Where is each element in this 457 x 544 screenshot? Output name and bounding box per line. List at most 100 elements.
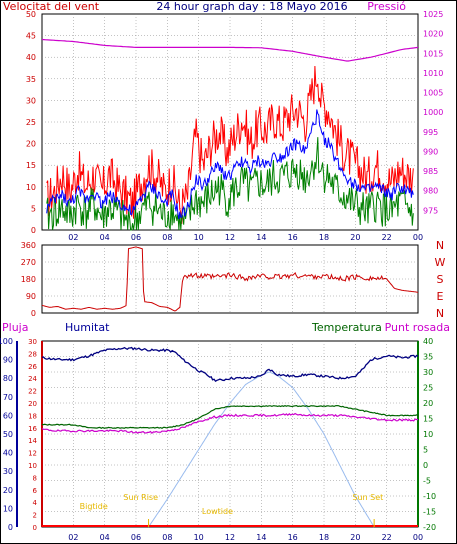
rain-y-tick-label: 28 (28, 350, 37, 358)
rain-y-tick-label: 8 (33, 474, 37, 482)
direction-y-tick-label: 90 (26, 292, 36, 301)
graph-title: 24 hour graph day : 18 Mayo 2016 (156, 0, 347, 13)
pressure-y-tick-label: 1025 (423, 10, 443, 19)
rain-label: Pluja (2, 321, 28, 334)
x-tick-label-top: 02 (68, 233, 78, 242)
pressure-y-tick-label: 995 (423, 128, 438, 137)
temperature-y-tick-label: 35 (423, 353, 433, 362)
humidity-y-tick-label: 40 (3, 449, 13, 458)
x-tick-label-top: 06 (131, 233, 141, 242)
rain-y-tick-label: 16 (28, 425, 37, 433)
rain-y-tick-label: 22 (28, 388, 37, 396)
compass-label: N (436, 239, 444, 252)
pressure-y-tick-label: 1015 (423, 49, 443, 58)
temperature-y-tick-label: 10 (423, 430, 433, 439)
dewpoint-label: Punt rosada (385, 321, 450, 334)
humidity-y-tick-label: 90 (3, 356, 13, 365)
x-tick-label-bottom: 08 (162, 533, 172, 542)
temperature-y-tick-label: -15 (423, 508, 436, 517)
x-tick-label-bottom: 00 (413, 533, 423, 542)
temperature-y-tick-label: -10 (423, 492, 436, 501)
wind-y-tick-label: 35 (26, 75, 36, 84)
compass-label: S (437, 273, 444, 286)
temperature-y-tick-label: 40 (423, 337, 433, 346)
rain-y-tick-label: 18 (28, 412, 37, 420)
x-tick-label-bottom: 22 (382, 533, 392, 542)
x-tick-label-top: 10 (194, 233, 204, 242)
x-tick-label-bottom: 12 (225, 533, 235, 542)
wind-direction-line (41, 246, 419, 312)
pressure-y-tick-label: 1005 (423, 89, 443, 98)
x-tick-label-bottom: 20 (350, 533, 360, 542)
humidity-y-tick-label: 60 (3, 411, 13, 420)
pressure-y-tick-label: 980 (423, 187, 438, 196)
pressure-y-tick-label: 975 (423, 206, 438, 215)
wind-y-tick-label: 10 (26, 183, 36, 192)
wind-y-tick-label: 25 (26, 118, 36, 127)
direction-y-tick-label: 360 (21, 241, 36, 250)
humidity-y-tick-label: 50 (3, 430, 13, 439)
temperature-y-tick-label: -20 (423, 523, 436, 532)
temperature-y-tick-label: 25 (423, 384, 433, 393)
x-tick-label-bottom: 02 (68, 533, 78, 542)
humidity-label: Humitat (65, 321, 110, 334)
direction-y-tick-label: 180 (21, 275, 36, 284)
pressure-y-tick-label: 990 (423, 147, 438, 156)
wind-y-tick-label: 15 (26, 161, 36, 170)
wind-speed-label: Velocitat del vent (3, 0, 100, 13)
rain-y-tick-label: 10 (28, 462, 37, 470)
humidity-y-tick-label: 30 (3, 467, 13, 476)
rain-y-tick-label: 2 (33, 512, 37, 520)
wind-y-tick-label: 45 (26, 32, 36, 41)
wind-y-tick-label: 50 (26, 10, 36, 19)
temperature-y-tick-label: 30 (423, 368, 433, 377)
compass-label: N (436, 307, 444, 320)
x-tick-label-top: 04 (100, 233, 110, 242)
x-tick-label-bottom: 04 (100, 533, 110, 542)
rain-y-tick-label: 20 (28, 400, 37, 408)
dewpoint-line (41, 412, 419, 435)
wind-y-tick-label: 30 (26, 96, 36, 105)
pressure-line (41, 38, 419, 62)
x-tick-label-bottom: 16 (288, 533, 298, 542)
x-tick-label-bottom: 10 (194, 533, 204, 542)
rain-y-tick-label: 4 (33, 499, 38, 507)
wind-y-tick-label: 40 (26, 53, 36, 62)
rain-y-tick-label: 26 (28, 363, 37, 371)
x-tick-label-top: 00 (413, 233, 423, 242)
temperature-y-tick-label: 15 (423, 415, 433, 424)
wind-y-tick-label: 0 (31, 226, 36, 235)
direction-y-tick-label: 0 (31, 309, 36, 318)
humidity-y-tick-label: 100 (0, 337, 13, 346)
rain-y-tick-label: 0 (33, 524, 37, 532)
pressure-y-tick-label: 1020 (423, 30, 443, 39)
x-tick-label-bottom: 14 (256, 533, 266, 542)
lowtide-label: Lowtide (202, 507, 233, 516)
x-tick-label-top: 18 (319, 233, 329, 242)
rain-y-tick-label: 24 (28, 375, 37, 383)
sunset-label: Sun Set (352, 493, 383, 502)
pressure-y-tick-label: 1010 (423, 69, 443, 78)
compass-label: W (435, 256, 446, 269)
pressure-y-tick-label: 985 (423, 167, 438, 176)
temperature-y-tick-label: 20 (423, 399, 433, 408)
rain-y-tick-label: 6 (33, 487, 38, 495)
rain-y-tick-label: 30 (28, 338, 37, 346)
humidity-y-tick-label: 0 (8, 523, 13, 532)
temperature-y-tick-label: 0 (423, 461, 428, 470)
x-tick-label-top: 08 (162, 233, 172, 242)
bigtide-label: Bigtide (80, 502, 108, 511)
sunrise-label: Sun Rise (123, 493, 158, 502)
temperature-y-tick-label: -5 (423, 477, 431, 486)
x-tick-label-bottom: 06 (131, 533, 141, 542)
rain-y-tick-label: 14 (28, 437, 37, 445)
wind-gust-line (46, 65, 414, 224)
humidity-y-tick-label: 80 (3, 374, 13, 383)
direction-y-tick-label: 270 (21, 258, 36, 267)
pressure-label: Pressió (367, 0, 406, 13)
temperature-label: Temperatura (311, 321, 382, 334)
wind-y-tick-label: 20 (26, 140, 36, 149)
x-tick-label-bottom: 18 (319, 533, 329, 542)
x-tick-label-top: 14 (256, 233, 266, 242)
